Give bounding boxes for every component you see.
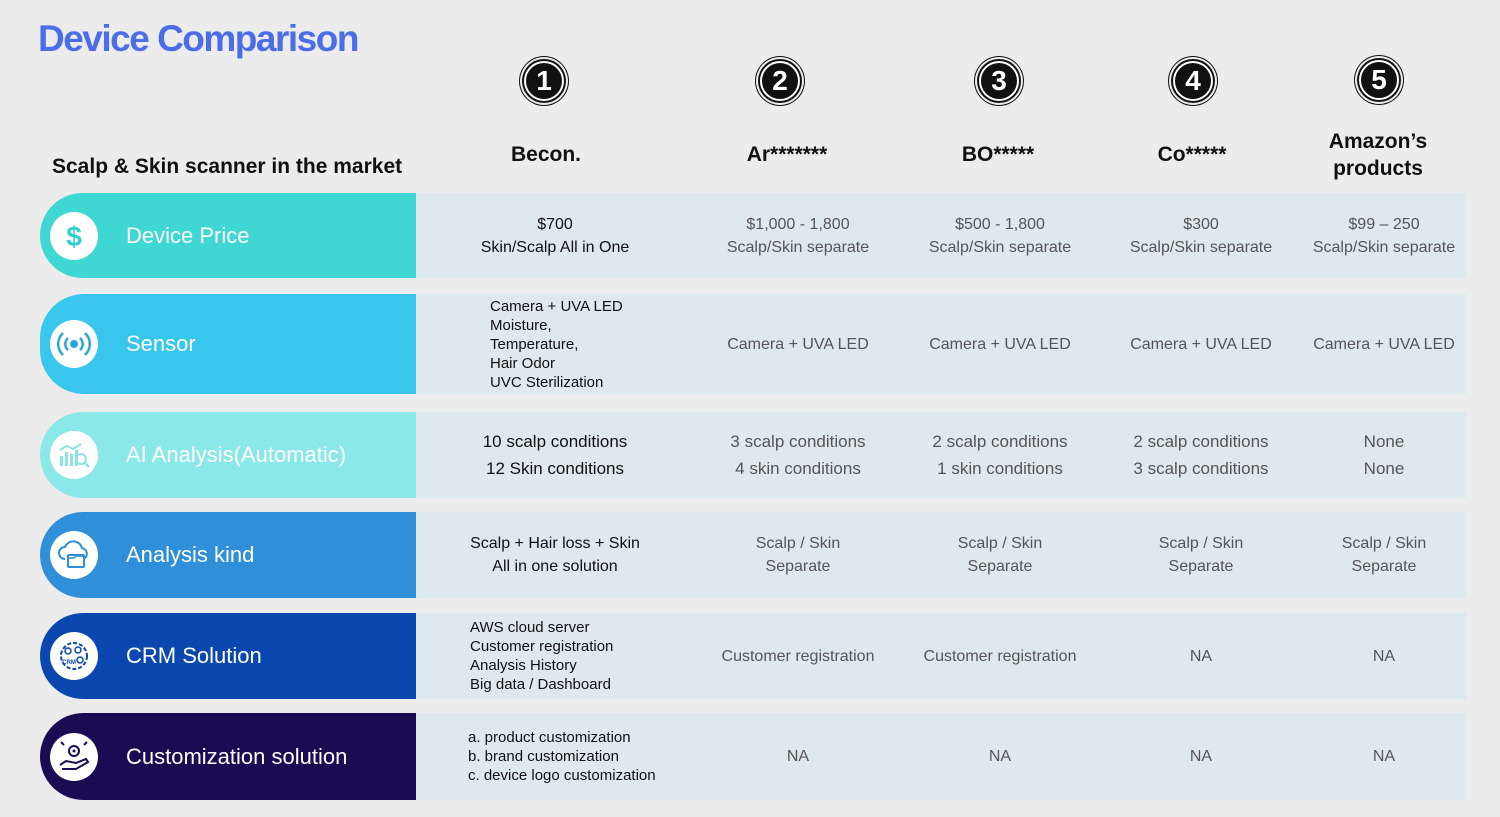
- table-row: AI Analysis(Automatic) 10 scalp condition…: [40, 412, 1466, 498]
- page-title: Device Comparison: [38, 18, 359, 59]
- svg-text:$: $: [66, 221, 82, 251]
- table-cell: 2 scalp conditions 1 skin conditions: [932, 432, 1068, 478]
- analytics-icon: [50, 431, 98, 479]
- number-badge-5: 5: [1355, 56, 1403, 104]
- row-cells: Scalp + Hair loss + Skin All in one solu…: [416, 512, 1466, 598]
- row-label-band: AI Analysis(Automatic): [40, 412, 416, 498]
- row-label-band: Analysis kind: [40, 512, 416, 598]
- row-label: CRM Solution: [126, 643, 262, 668]
- table-cell: $300 Scalp/Skin separate: [1129, 215, 1273, 256]
- row-cells: Camera + UVA LED Moisture, Temperature, …: [416, 294, 1466, 394]
- svg-text:CRM: CRM: [62, 660, 76, 666]
- table-cell: $500 - 1,800 Scalp/Skin separate: [928, 215, 1072, 256]
- row-cells: 10 scalp conditions 12 Skin conditions 3 …: [416, 412, 1466, 498]
- table-row: CRM CRM Solution AWS cloud server Customer…: [40, 613, 1466, 699]
- table-cell: 10 scalp conditions 12 Skin conditions: [482, 432, 628, 478]
- row-label: Sensor: [126, 331, 196, 356]
- number-badge-3: 3: [975, 57, 1023, 105]
- hand-gear-icon: [50, 732, 98, 781]
- table-row: $ Device Price $700 Skin/Scalp All in One $…: [40, 193, 1466, 278]
- table-cell: NA: [1189, 748, 1213, 765]
- column-header-bo: BO*****: [961, 143, 1035, 166]
- table-cell: Camera + UVA LED: [1313, 335, 1455, 353]
- table-cell: a. product customization b. brand custom…: [468, 729, 656, 784]
- column-header-amazon: Amazon’s products: [1328, 130, 1428, 180]
- table-row: Customization solution a. product customi…: [40, 713, 1466, 800]
- table-cell: $99 – 250 Scalp/Skin separate: [1312, 215, 1456, 256]
- table-cell: Scalp / Skin Separate: [1158, 535, 1244, 575]
- row-label: Analysis kind: [126, 542, 255, 567]
- column-header-co: Co*****: [1157, 143, 1227, 166]
- row-cells: a. product customization b. brand custom…: [416, 713, 1466, 800]
- row-label-band: Sensor: [40, 294, 416, 394]
- table-row: Analysis kind Scalp + Hair loss + Skin Al…: [40, 512, 1466, 598]
- table-cell: 3 scalp conditions 4 skin conditions: [730, 432, 866, 478]
- table-cell: NA: [1372, 647, 1396, 665]
- table-cell: Camera + UVA LED: [727, 335, 869, 353]
- table-cell: NA: [786, 748, 810, 765]
- table-cell: NA: [988, 748, 1012, 765]
- signal-icon: [50, 320, 98, 368]
- table-cell: Scalp / Skin Separate: [957, 535, 1043, 575]
- row-cells: $700 Skin/Scalp All in One $1,000 - 1,800…: [416, 193, 1466, 278]
- table-subtitle: Scalp & Skin scanner in the market: [52, 155, 403, 178]
- table-cell: NA: [1372, 748, 1396, 765]
- row-label-band: Customization solution: [40, 713, 416, 800]
- dollar-icon: $: [50, 211, 98, 260]
- table-cell: $1,000 - 1,800 Scalp/Skin separate: [726, 215, 870, 256]
- row-label: Customization solution: [126, 743, 348, 769]
- number-badge-4: 4: [1169, 57, 1217, 105]
- table-cell: Scalp / Skin Separate: [755, 535, 841, 575]
- table-cell: NA: [1189, 647, 1213, 665]
- table-cell: Scalp + Hair loss + Skin All in one solu…: [470, 535, 640, 575]
- column-header-becon: Becon.: [510, 143, 581, 166]
- row-label: Device Price: [126, 222, 250, 248]
- number-badge-2: 2: [756, 57, 804, 105]
- number-badge-1: 1: [520, 57, 568, 105]
- table-cell: Customer registration: [721, 647, 875, 665]
- column-header-ar: Ar*******: [746, 143, 828, 166]
- row-label-band: $ Device Price: [40, 193, 416, 278]
- row-cells: AWS cloud server Customer registration A…: [416, 613, 1466, 699]
- row-label: AI Analysis(Automatic): [126, 442, 347, 467]
- table-cell: Camera + UVA LED: [1130, 335, 1272, 353]
- row-label-band: CRM CRM Solution: [40, 613, 416, 699]
- table-cell: Camera + UVA LED Moisture, Temperature, …: [490, 297, 623, 391]
- table-cell: None None: [1363, 432, 1405, 478]
- cloud-folder-icon: [50, 531, 98, 579]
- table-row: Sensor Camera + UVA LED Moisture, Tempera…: [40, 294, 1466, 394]
- table-cell: Camera + UVA LED: [929, 335, 1071, 353]
- table-cell: AWS cloud server Customer registration A…: [470, 619, 614, 693]
- crm-icon: CRM: [50, 632, 98, 680]
- table-cell: 2 scalp conditions 3 scalp conditions: [1133, 432, 1269, 478]
- table-cell: Scalp / Skin Separate: [1341, 535, 1427, 575]
- table-cell: Customer registration: [923, 647, 1077, 665]
- table-cell: $700 Skin/Scalp All in One: [480, 215, 630, 256]
